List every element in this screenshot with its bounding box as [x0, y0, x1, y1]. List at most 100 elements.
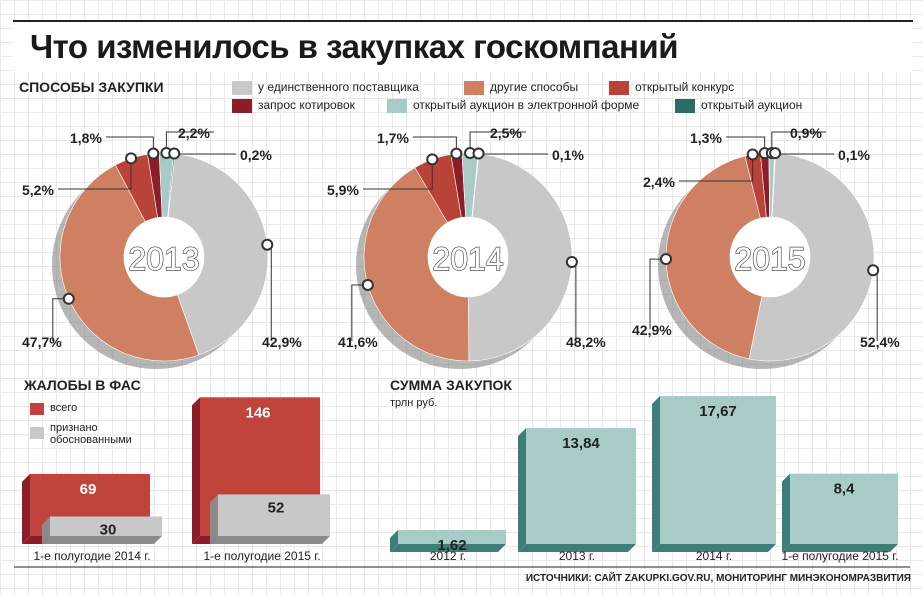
complaints-category-label: 1-е полугодие 2015 г. — [203, 549, 320, 563]
spend-bar-bottom — [652, 544, 776, 552]
segment-marker — [746, 148, 759, 161]
complaints-justified-value: 52 — [268, 499, 285, 516]
spend-bar-face — [790, 473, 898, 544]
donut-value-label-single-supplier: 42,9% — [262, 334, 302, 350]
complaints-justified-bar-face — [50, 516, 162, 536]
leader-line — [771, 131, 826, 154]
leader-line — [165, 131, 214, 154]
segment-marker — [62, 292, 75, 305]
donut-year-label: 2014 — [432, 241, 503, 277]
spend-bar — [390, 530, 506, 552]
spend-value: 8,4 — [834, 481, 856, 498]
legend-swatch — [675, 98, 695, 113]
segment-marker — [361, 278, 374, 291]
leader-line — [363, 159, 433, 190]
donut-value-label-open-auction: 0,1% — [552, 147, 584, 163]
donut-year-label: 2013 — [128, 241, 199, 277]
donut-value-label-other-methods: 42,9% — [632, 322, 672, 338]
donut-segment-other-methods — [59, 164, 200, 362]
segment-marker — [660, 253, 673, 266]
segment-marker — [867, 264, 880, 277]
donut-value-label-electronic-auction: 0,9% — [790, 125, 822, 141]
legend-item-other-methods: другие способы — [464, 80, 578, 95]
donut-value-label-other-methods: 47,7% — [22, 334, 62, 350]
legend-label: другие способы — [490, 80, 579, 94]
legend-swatch — [464, 80, 484, 95]
segment-marker — [261, 238, 274, 251]
donut-segment-single-supplier — [748, 152, 875, 362]
complaints-total-value: 146 — [245, 404, 270, 421]
spend-unit-label: трлн руб. — [390, 397, 438, 409]
leader-line — [58, 158, 132, 190]
donut-value-label-electronic-auction: 2,2% — [178, 125, 210, 141]
complaints-category-label: 1-е полугодие 2014 г. — [33, 549, 150, 563]
spend-bar-bottom — [782, 544, 898, 552]
leader-line — [726, 136, 766, 154]
leader-line — [469, 131, 526, 154]
complaints-justified-bar — [42, 516, 162, 544]
donut-hole — [730, 217, 810, 297]
complaints-section-title: ЖАЛОБЫ В ФАС — [24, 377, 141, 393]
complaints-justified-legend: признано обоснованными — [50, 422, 132, 446]
complaints-justified-bar-side — [42, 516, 50, 544]
donut-value-label-single-supplier: 48,2% — [566, 334, 606, 350]
complaints-total-bar-side — [22, 473, 30, 544]
leader-line — [679, 154, 754, 182]
page-title: Что изменилось в закупках госкомпаний — [30, 28, 679, 65]
complaints-justified-bar-face — [218, 494, 330, 536]
spend-bar — [652, 396, 776, 552]
spend-value: 13,84 — [562, 435, 600, 452]
complaints-justified-bar — [210, 494, 330, 544]
spend-bar-side — [652, 396, 660, 552]
legend-swatch — [232, 98, 252, 113]
legend-swatch — [232, 80, 252, 95]
legend-label: запрос котировок — [258, 98, 355, 112]
spend-bar-side — [518, 428, 526, 552]
spend-bar-bottom — [518, 544, 636, 552]
leader-line — [413, 136, 457, 154]
leader-line — [873, 269, 878, 341]
spend-bar-face — [398, 530, 506, 544]
spend-bar — [782, 473, 898, 552]
segment-marker — [472, 147, 485, 160]
complaints-total-swatch — [30, 403, 44, 415]
spend-value: 1,62 — [437, 537, 466, 554]
legend-label: открытый аукцион — [701, 98, 803, 112]
donut-year-label: 2015 — [734, 241, 805, 277]
leader-line — [571, 261, 577, 341]
donut-segment-single-supplier — [167, 153, 269, 356]
donut-value-label-single-supplier: 52,4% — [860, 334, 900, 350]
methods-section-title: СПОСОБЫ ЗАКУПКИ — [19, 79, 164, 95]
segment-marker — [769, 147, 782, 160]
complaints-justified-bar-side — [210, 494, 218, 544]
spend-bar-face — [660, 396, 776, 544]
segment-marker — [147, 147, 160, 160]
complaints-total-value: 69 — [80, 481, 97, 498]
complaints-justified-value: 30 — [100, 522, 117, 539]
leader-line — [774, 153, 834, 155]
legend-label: открытый конкурс — [635, 80, 735, 94]
spend-category-label: 2012 г. — [430, 549, 466, 563]
donut-value-label-open-contest: 2,4% — [643, 174, 675, 190]
donut-value-label-open-auction: 0,2% — [240, 147, 272, 163]
spend-value: 17,67 — [699, 403, 737, 420]
legend-swatch — [609, 80, 629, 95]
legend-swatch — [387, 98, 407, 113]
spend-category-label: 2014 г. — [696, 549, 732, 563]
legend-item-quotation-request: запрос котировок — [232, 98, 355, 113]
donut-hole — [428, 217, 508, 297]
legend-label: открытый аукцион в электронной форме — [413, 98, 640, 112]
source-note: ИСТОЧНИКИ: САЙТ ZAKUPKI.GOV.RU, МОНИТОРИ… — [525, 573, 911, 584]
spend-bar-side — [782, 473, 790, 552]
complaints-total-bar-side — [192, 397, 200, 544]
legend-item-single-supplier: у единственного поставщика — [232, 80, 419, 95]
donut-value-label-quotation-request: 1,3% — [690, 130, 722, 146]
segment-marker — [426, 153, 439, 166]
leader-line — [106, 136, 154, 154]
segment-marker — [450, 147, 463, 160]
complaints-total-legend: всего — [50, 402, 78, 414]
spend-bar — [518, 428, 636, 552]
donut-value-label-quotation-request: 1,8% — [70, 130, 102, 146]
complaints-justified-bar-bottom — [210, 536, 330, 544]
complaints-justified-bar-bottom — [42, 536, 162, 544]
